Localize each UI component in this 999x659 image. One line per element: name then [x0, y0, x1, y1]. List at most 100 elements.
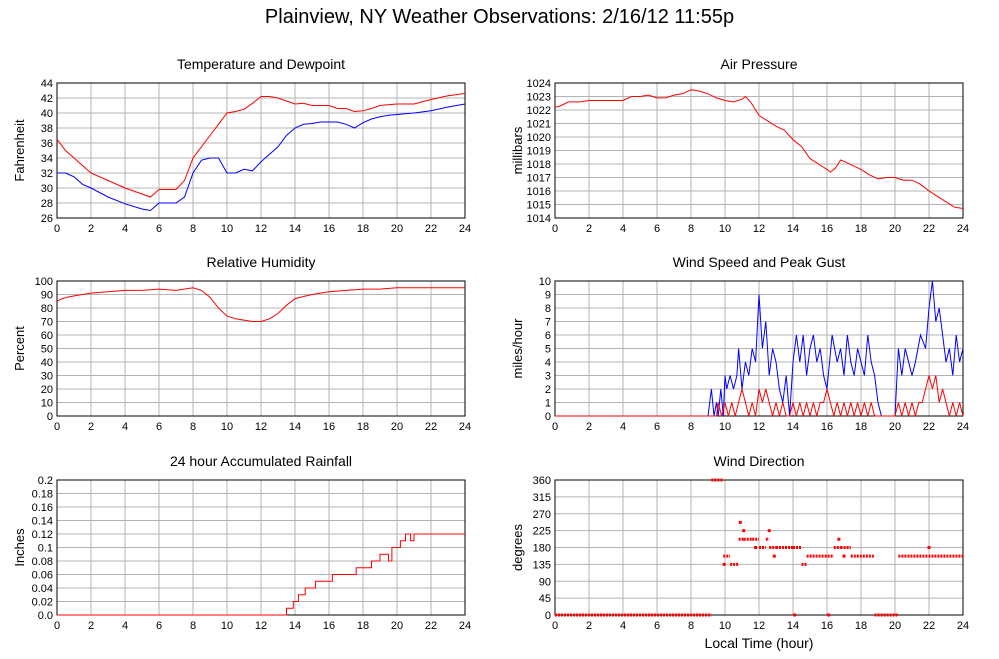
x-tick-label: 4: [122, 620, 128, 632]
series-line-0: [57, 533, 465, 616]
x-tick-label: 18: [357, 620, 369, 632]
x-tick-label: 10: [221, 620, 233, 632]
x-tick-label: 12: [255, 421, 267, 433]
x-tick-label: 6: [654, 421, 660, 433]
y-tick-label: 30: [41, 183, 53, 195]
y-tick-label: 40: [41, 108, 53, 120]
y-tick-label: 70: [41, 317, 53, 329]
x-tick-label: 18: [855, 620, 867, 632]
x-tick-label: 10: [221, 223, 233, 235]
x-tick-label: 0: [552, 223, 558, 235]
y-axis-label: miles/hour: [510, 318, 525, 379]
x-tick-label: 2: [586, 223, 592, 235]
x-tick-label: 18: [357, 421, 369, 433]
x-tick-label: 16: [821, 223, 833, 235]
x-tick-label: 18: [855, 223, 867, 235]
y-tick-label: 8: [545, 303, 551, 315]
y-tick-label: 44: [41, 78, 53, 90]
pressure-chart: 0 2 4 6 8 10 12 14 16 18 20 22 241014101510161017101…: [510, 56, 969, 235]
direction-point: [722, 562, 726, 566]
y-tick-label: 1019: [527, 146, 551, 158]
y-axis-label: degrees: [510, 524, 525, 571]
y-tick-label: 38: [41, 123, 53, 135]
x-tick-label: 22: [923, 421, 935, 433]
x-tick-label: 14: [289, 620, 301, 632]
x-tick-label: 22: [923, 223, 935, 235]
y-tick-label: 270: [533, 509, 551, 521]
series-line-1: [57, 103, 466, 212]
y-tick-label: 0.1: [38, 543, 53, 555]
x-tick-label: 8: [688, 223, 694, 235]
x-tick-label: 2: [586, 421, 592, 433]
x-tick-label: 8: [688, 620, 694, 632]
y-tick-label: 1020: [527, 132, 551, 144]
x-tick-label: 6: [156, 620, 162, 632]
x-tick-label: 16: [821, 421, 833, 433]
direction-point: [927, 546, 931, 549]
x-tick-label: 0: [54, 421, 60, 433]
x-tick-label: 12: [753, 223, 765, 235]
y-tick-label: 32: [41, 168, 53, 180]
x-tick-label: 6: [654, 223, 660, 235]
x-tick-label: 20: [391, 223, 403, 235]
chart-title: Air Pressure: [720, 56, 797, 72]
y-tick-label: 1015: [527, 200, 551, 212]
x-tick-label: 2: [88, 620, 94, 632]
series-line-0: [555, 280, 964, 417]
y-axis-label: Fahrenheit: [12, 119, 27, 182]
x-tick-label: 2: [586, 620, 592, 632]
wind-direction-chart: 0 2 4 6 8 10 12 14 16 18 20 22 240459013518022527031…: [510, 453, 969, 632]
y-tick-label: 225: [533, 526, 551, 538]
x-tick-label: 16: [323, 421, 335, 433]
y-tick-label: 0.2: [38, 475, 53, 487]
x-tick-label: 10: [719, 620, 731, 632]
y-tick-label: 45: [539, 593, 551, 605]
temperature-chart: 0 2 4 6 8 10 12 14 16 18 20 22 242628303234363840424…: [12, 56, 471, 235]
y-tick-label: 0.04: [32, 583, 53, 595]
y-axis-label: Inches: [12, 528, 27, 567]
y-tick-label: 4: [545, 357, 551, 369]
plot-border: [554, 82, 964, 219]
y-tick-label: 1: [545, 398, 551, 410]
x-tick-label: 16: [323, 620, 335, 632]
x-tick-label: 10: [719, 421, 731, 433]
y-tick-label: 50: [41, 344, 53, 356]
x-tick-label: 10: [719, 223, 731, 235]
plot-border: [56, 82, 466, 219]
x-tick-label: 4: [122, 223, 128, 235]
x-tick-label: 24: [957, 620, 969, 632]
y-tick-label: 10: [41, 398, 53, 410]
direction-point: [827, 613, 831, 617]
x-tick-label: 20: [391, 421, 403, 433]
y-tick-label: 1017: [527, 173, 551, 185]
x-tick-label: 24: [957, 223, 969, 235]
direction-point: [767, 529, 771, 533]
direction-point: [772, 554, 776, 558]
y-tick-label: 1024: [527, 78, 551, 90]
chart-title: 24 hour Accumulated Rainfall: [170, 453, 352, 469]
x-tick-label: 18: [357, 223, 369, 235]
x-tick-label: 24: [459, 421, 471, 433]
y-tick-label: 9: [545, 290, 551, 302]
y-tick-label: 0.08: [32, 556, 53, 568]
y-tick-label: 0: [545, 411, 551, 423]
y-tick-label: 20: [41, 384, 53, 396]
y-tick-label: 0.06: [32, 570, 53, 582]
y-tick-label: 6: [545, 330, 551, 342]
y-tick-label: 100: [35, 276, 53, 288]
x-axis-label: Local Time (hour): [704, 635, 814, 651]
x-tick-label: 22: [425, 620, 437, 632]
direction-point: [738, 520, 742, 524]
y-tick-label: 0.0: [38, 610, 53, 622]
x-tick-label: 22: [425, 421, 437, 433]
x-tick-label: 6: [156, 223, 162, 235]
y-tick-label: 0.16: [32, 502, 53, 514]
y-tick-label: 0.14: [32, 516, 53, 528]
x-tick-label: 18: [855, 421, 867, 433]
y-tick-label: 40: [41, 357, 53, 369]
y-tick-label: 42: [41, 93, 53, 105]
y-tick-label: 60: [41, 330, 53, 342]
x-tick-label: 12: [255, 620, 267, 632]
y-tick-label: 80: [41, 303, 53, 315]
x-tick-label: 0: [552, 620, 558, 632]
